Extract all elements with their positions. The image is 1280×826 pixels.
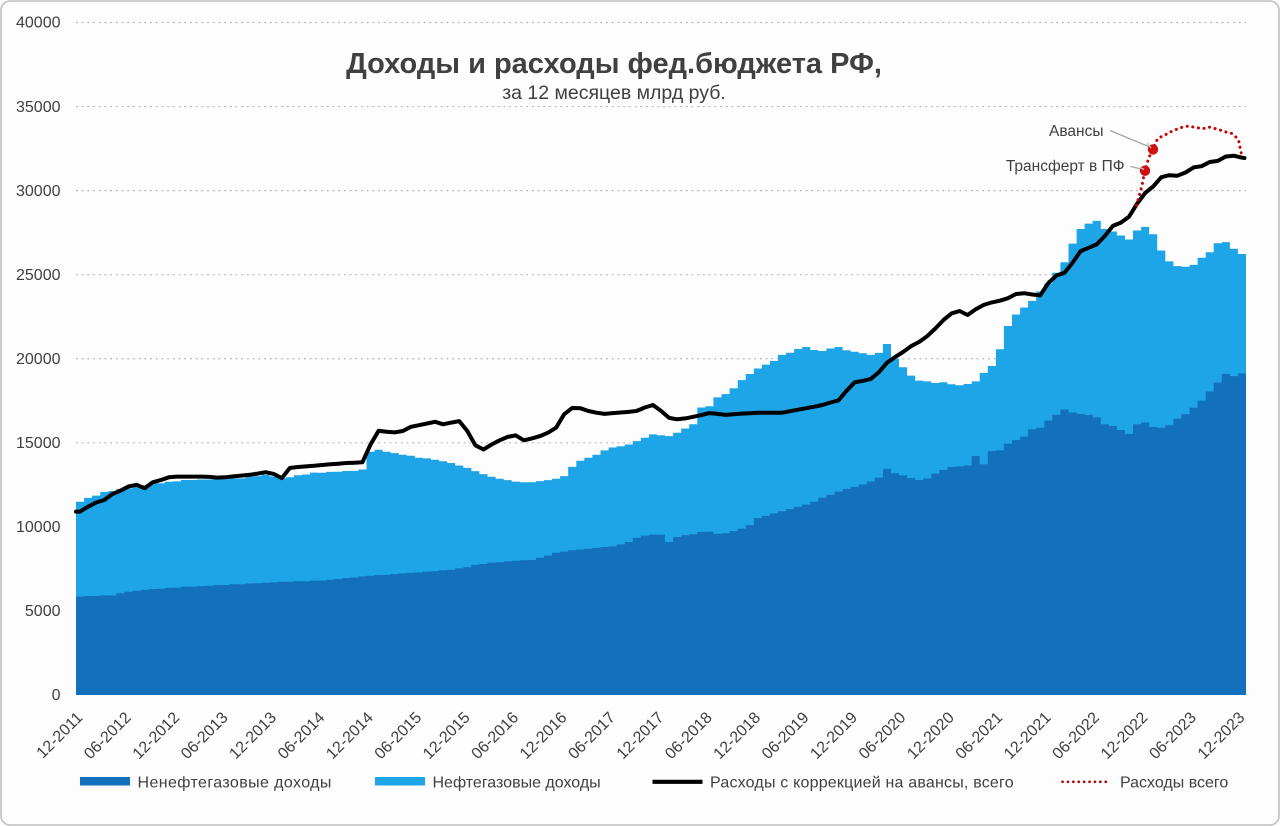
svg-text:Авансы: Авансы (1049, 123, 1103, 140)
svg-text:35000: 35000 (16, 99, 61, 116)
svg-text:40000: 40000 (16, 15, 61, 32)
svg-text:30000: 30000 (16, 183, 61, 200)
svg-text:Расходы всего: Расходы всего (1120, 775, 1228, 792)
svg-text:Расходы с коррекцией на авансы: Расходы с коррекцией на авансы, всего (710, 775, 1014, 792)
svg-text:Нефтегазовые доходы: Нефтегазовые доходы (433, 775, 601, 792)
svg-text:15000: 15000 (16, 435, 61, 452)
svg-text:Доходы и расходы фед.бюджета Р: Доходы и расходы фед.бюджета РФ, (346, 48, 882, 80)
svg-text:20000: 20000 (16, 351, 61, 368)
svg-text:25000: 25000 (16, 267, 61, 284)
svg-text:за 12 месяцев млрд руб.: за 12 месяцев млрд руб. (502, 82, 726, 104)
svg-text:5000: 5000 (25, 603, 61, 620)
svg-text:10000: 10000 (16, 519, 61, 536)
svg-text:0: 0 (52, 687, 61, 704)
svg-text:Трансферт в ПФ: Трансферт в ПФ (1006, 158, 1125, 175)
svg-text:Ненефтегазовые доходы: Ненефтегазовые доходы (138, 775, 332, 792)
